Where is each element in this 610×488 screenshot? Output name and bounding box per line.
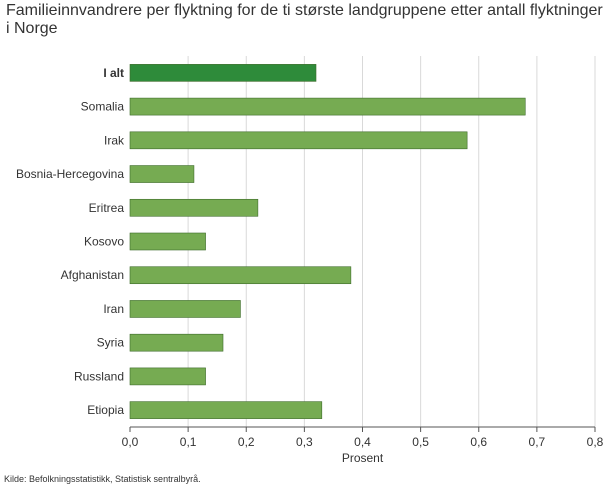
category-label: Syria [97,336,125,350]
bars [129,64,526,419]
bar-afghanistan [129,266,352,285]
category-label: I alt [103,66,124,80]
bar-russland [129,367,206,386]
source-note: Kilde: Befolkningsstatistikk, Statistisk… [4,474,201,484]
bar-eritrea [129,198,259,217]
category-label: Afghanistan [61,268,124,282]
x-tick-label: 0,1 [180,435,197,449]
x-tick-label: 0,7 [529,435,546,449]
category-label: Bosnia-Hercegovina [16,167,124,181]
x-tick-label: 0,2 [238,435,255,449]
bar-iran [129,300,241,318]
bar-somalia [129,97,526,116]
x-axis-title: Prosent [342,451,384,465]
bar-syria [129,333,224,352]
grid-lines [187,56,596,427]
category-label: Kosovo [84,235,124,249]
x-tick-label: 0,6 [470,435,487,449]
category-label: Etiopia [87,403,124,417]
category-labels: I alt Somalia Irak Bosnia-Hercegovina Eritre… [16,66,125,417]
x-tick-label: 0,5 [412,435,429,449]
x-tick-label: 0,4 [354,435,371,449]
bar-irak [129,131,468,150]
category-label: Eritrea [89,201,125,215]
x-axis: 0,0 0,1 0,2 0,3 0,4 0,5 0,6 0,7 0,8 [122,426,604,449]
category-label: Somalia [81,100,125,114]
bar-i-alt [129,64,317,82]
category-label: Iran [103,302,124,316]
x-tick-label: 0,8 [587,435,604,449]
bar-kosovo [129,232,206,251]
x-tick-label: 0,0 [122,435,139,449]
category-label: Irak [104,133,125,147]
x-tick-label: 0,3 [296,435,313,449]
bar-bosnia-hercegovina [129,165,195,183]
category-label: Russland [74,369,124,383]
chart-title: Familieinnvandrere per flyktning for de … [6,2,603,37]
bar-etiopia [129,401,323,419]
